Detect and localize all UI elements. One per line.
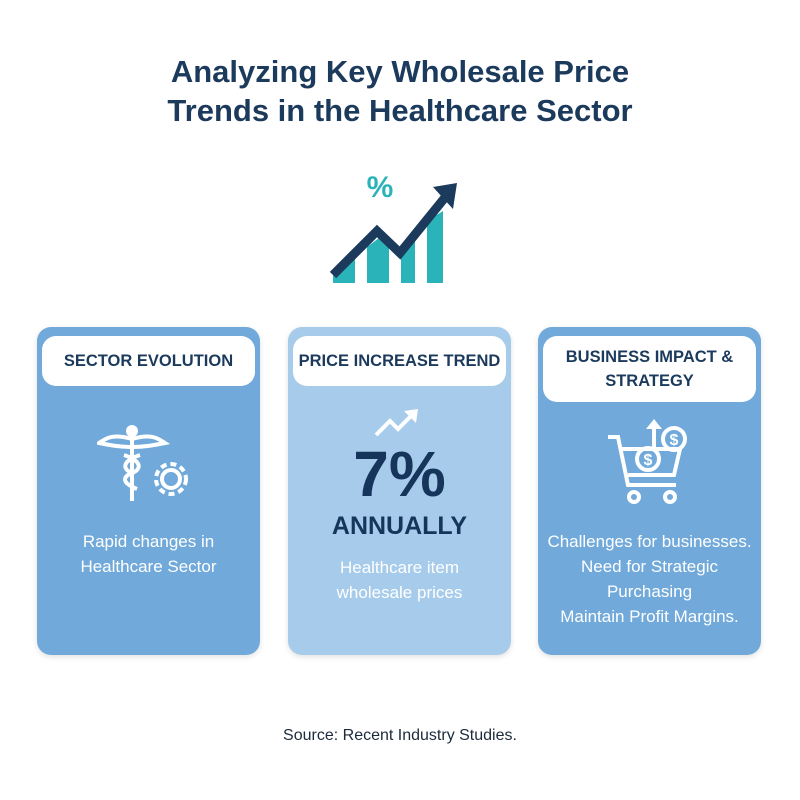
card: SECTOR EVOLUTION Rapid changes in Health… [37,327,260,655]
title-line: Trends in the Healthcare Sector [167,93,633,128]
card-heading: SECTOR EVOLUTION [63,352,234,370]
card-header: BUSINESS IMPACT & STRATEGY [543,336,756,402]
icon-currency: $ [644,452,653,469]
card-heading: STRATEGY [605,372,694,390]
card-line: Challenges for businesses. [547,532,752,551]
card-heading: PRICE INCREASE TREND [298,352,501,370]
card-line: wholesale prices [336,583,463,602]
card-body: Healthcare item wholesale prices [288,555,511,605]
card-header: PRICE INCREASE TREND [293,336,506,386]
cart-icon: $ $ [608,419,687,504]
caduceus-icon [97,425,188,501]
card-line: Need for Strategic Purchasing [580,557,718,601]
trend-icon: % [329,171,457,283]
arrow-icon [374,409,418,437]
card-body: Rapid changes in Healthcare Sector [37,529,260,579]
card: PRICE INCREASE TREND 7% ANNUALLY Healthc… [288,327,511,655]
card-line: Maintain Profit Margins. [560,607,739,626]
icon-currency: $ [670,432,679,449]
card-line: Healthcare Sector [80,557,217,576]
card: BUSINESS IMPACT & STRATEGY $ $ Challenge… [538,327,761,655]
card-body: Challenges for businesses. Need for Stra… [538,529,761,629]
stat-label: ANNUALLY [331,512,468,540]
source-note: Source: Recent Industry Studies. [283,727,517,744]
title: Analyzing Key Wholesale Price Trends in … [0,52,800,130]
card-line: Rapid changes in [82,532,215,551]
title-line: Analyzing Key Wholesale Price [170,54,630,89]
icon-symbol: % [367,171,394,204]
card-heading: BUSINESS IMPACT & [565,348,734,366]
card-line: Healthcare item [339,558,460,577]
stat-value: 7% [353,438,446,510]
card-header: SECTOR EVOLUTION [42,336,255,386]
